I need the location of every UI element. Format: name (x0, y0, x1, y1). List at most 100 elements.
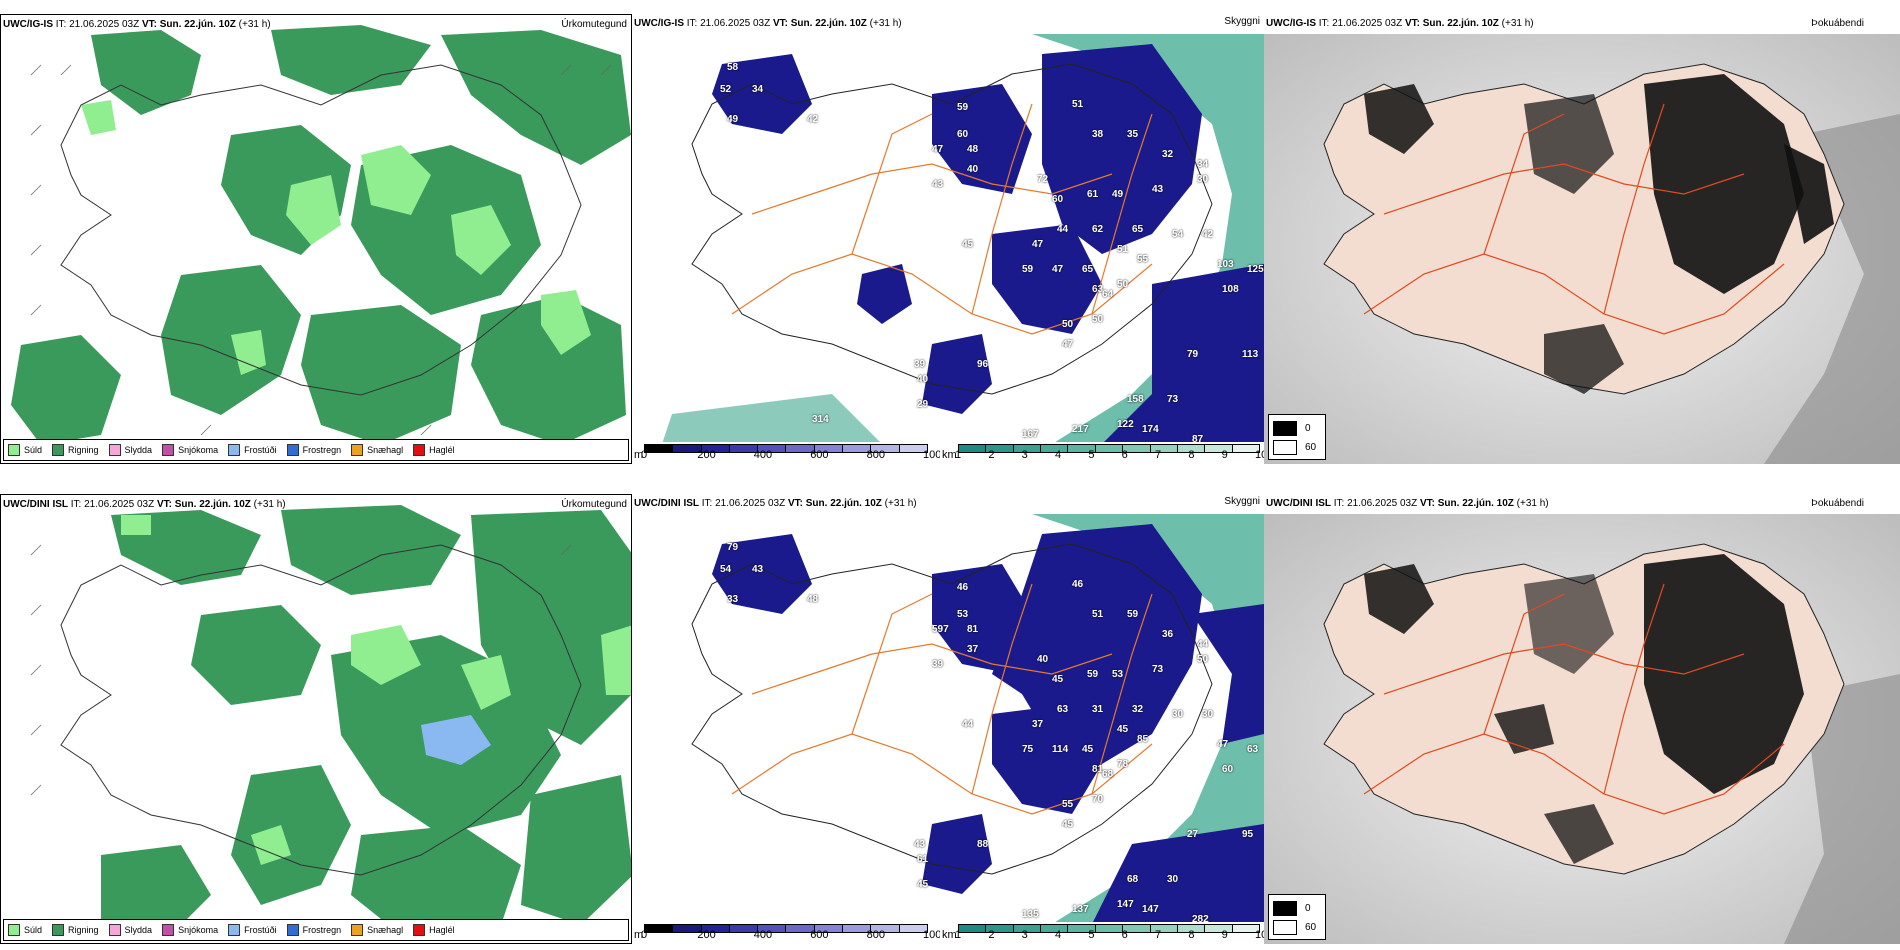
iceland-outline-cloud (691, 63, 1213, 395)
cloud-base-value: 63 (1092, 284, 1104, 295)
cloud-base-value: 59 (1127, 609, 1139, 620)
cloud-base-value: 135 (1022, 909, 1039, 920)
scale-tick-label: 800 (866, 929, 885, 941)
fog-panel-bottom: UWC/DINI ISL IT: 21.06.2025 03Z VT: Sun.… (1264, 494, 1900, 944)
cloud-base-value: 27 (1187, 829, 1199, 840)
cloud-base-value: 37 (967, 644, 979, 655)
cloud-low-areas-bottom (712, 524, 1202, 894)
fog-legend-top: 0 60 (1268, 414, 1326, 460)
cloud-base-value: 34 (752, 84, 764, 95)
scale-segment (1150, 925, 1178, 932)
scale-segment (701, 925, 730, 932)
cloud-base-value: 95 (1242, 829, 1254, 840)
cloud-base-value: 52 (720, 84, 732, 95)
scale-tick-label: 5 (1088, 929, 1095, 941)
visibility-unit: km (942, 449, 957, 461)
cloud-base-value: 174 (1142, 424, 1159, 435)
cloud-base-value: 53 (1112, 669, 1124, 680)
scale-tick-label: 4 (1055, 929, 1062, 941)
fog-title-top: UWC/IG-IS IT: 21.06.2025 03Z VT: Sun. 22… (1266, 18, 1534, 29)
cloud-base-value: 40 (917, 374, 929, 385)
precip-title-bottom: UWC/DINI ISL IT: 21.06.2025 03Z VT: Sun.… (3, 499, 286, 510)
scale-tick-label: 9 (1221, 929, 1228, 941)
cloud-base-value: 137 (1072, 904, 1089, 915)
precip-map-bottom (30, 505, 631, 935)
cloud-base-value: 113 (1242, 349, 1259, 360)
scale-segment (1041, 445, 1069, 452)
cloud-base-value: 36 (1162, 629, 1174, 640)
fog-label-bottom: Þokuábendi (1811, 498, 1864, 509)
cloud-base-value: 597 (932, 624, 949, 635)
scale-tick-label: 0 (641, 449, 648, 461)
cloud-base-value: 64 (1102, 289, 1114, 300)
iceland-outline (60, 64, 582, 396)
cloud-base-value: 37 (1032, 719, 1044, 730)
legend-item-haglel: Haglél (413, 444, 455, 456)
cloud-base-value: 53 (957, 609, 969, 620)
legend-item-sudd: Súld (8, 924, 42, 936)
cloud-base-value: 47 (1052, 264, 1064, 275)
cloud-base-value: 87 (1192, 434, 1204, 445)
scale-segment (1068, 925, 1096, 932)
cloud-base-value: 48 (967, 144, 979, 155)
cloud-base-value: 60 (1222, 764, 1234, 775)
cloud-base-value: 147 (1142, 904, 1159, 915)
cloud-base-value: 61 (917, 854, 929, 865)
cloud-label-top: Skyggni (1224, 16, 1260, 27)
cloud-base-value: 42 (1202, 229, 1214, 240)
precip-label-top: Úrkomutegund (561, 19, 627, 30)
roads (731, 103, 1153, 335)
scale-tick-label: 800 (866, 449, 885, 461)
cloud-base-value: 44 (1197, 639, 1209, 650)
cloud-base-value: 217 (1072, 424, 1089, 435)
precip-panel-top: UWC/IG-IS IT: 21.06.2025 03Z VT: Sun. 22… (0, 14, 632, 464)
cloud-base-value: 70 (1092, 794, 1104, 805)
cloud-base-scale-bottom: m 0 200 400 600 800 1000 (632, 922, 947, 944)
cloud-base-value: 40 (1037, 654, 1049, 665)
cloud-title-top: UWC/IG-IS IT: 21.06.2025 03Z VT: Sun. 22… (634, 18, 902, 29)
scale-segment (899, 925, 927, 932)
cloud-base-value: 78 (1117, 759, 1129, 770)
cloud-base-unit: m (634, 449, 644, 461)
fog-legend-item-60: 60 (1273, 440, 1316, 455)
scale-segment (1177, 925, 1206, 932)
cloud-base-value: 43 (914, 839, 926, 850)
legend-item-snaehagl: Snæhagl (351, 924, 403, 936)
fog-roads-bottom (1363, 583, 1785, 815)
legend-item-rigning: Rigning (52, 444, 99, 456)
precip-drizzle-areas-bottom (121, 515, 631, 865)
scale-segment (1232, 445, 1259, 452)
scale-segment (814, 445, 844, 452)
precip-panel-bottom: UWC/DINI ISL IT: 21.06.2025 03Z VT: Sun.… (0, 494, 632, 944)
legend-item-sudd: Súld (8, 444, 42, 456)
cloud-base-value: 55 (1062, 799, 1074, 810)
freezing-drizzle-area (421, 715, 491, 765)
cloud-base-value: 45 (1082, 744, 1094, 755)
cloud-base-value: 54 (1172, 229, 1184, 240)
iceland-outline-bottom (60, 544, 582, 876)
cloud-base-value: 45 (917, 879, 929, 890)
scale-tick-label: 200 (697, 929, 716, 941)
cloud-base-value: 62 (1092, 224, 1104, 235)
fog-title-bottom: UWC/DINI ISL IT: 21.06.2025 03Z VT: Sun.… (1266, 498, 1549, 509)
cloud-title-bottom: UWC/DINI ISL IT: 21.06.2025 03Z VT: Sun.… (634, 498, 917, 509)
cloud-base-value: 73 (1152, 664, 1164, 675)
legend-item-slydda: Slydda (108, 924, 152, 936)
scale-segment (1068, 445, 1096, 452)
precip-drizzle-areas (81, 100, 591, 375)
cloud-base-value: 79 (1187, 349, 1199, 360)
cloud-base-value: 68 (1127, 874, 1139, 885)
scale-tick-label: 3 (1021, 929, 1028, 941)
cloud-base-value: 47 (1032, 239, 1044, 250)
cloud-base-value: 85 (1137, 734, 1149, 745)
scale-segment (1150, 445, 1178, 452)
cloud-base-value: 32 (1132, 704, 1144, 715)
cloud-base-value: 30 (1202, 709, 1214, 720)
cloud-base-value: 45 (962, 239, 974, 250)
cloud-base-value: 45 (1062, 819, 1074, 830)
cloud-base-value: 59 (1087, 669, 1099, 680)
scale-tick-label: 8 (1188, 929, 1195, 941)
scale-segment (645, 445, 674, 452)
cloud-base-value: 49 (727, 114, 739, 125)
wind-barbs-bottom (30, 544, 572, 796)
